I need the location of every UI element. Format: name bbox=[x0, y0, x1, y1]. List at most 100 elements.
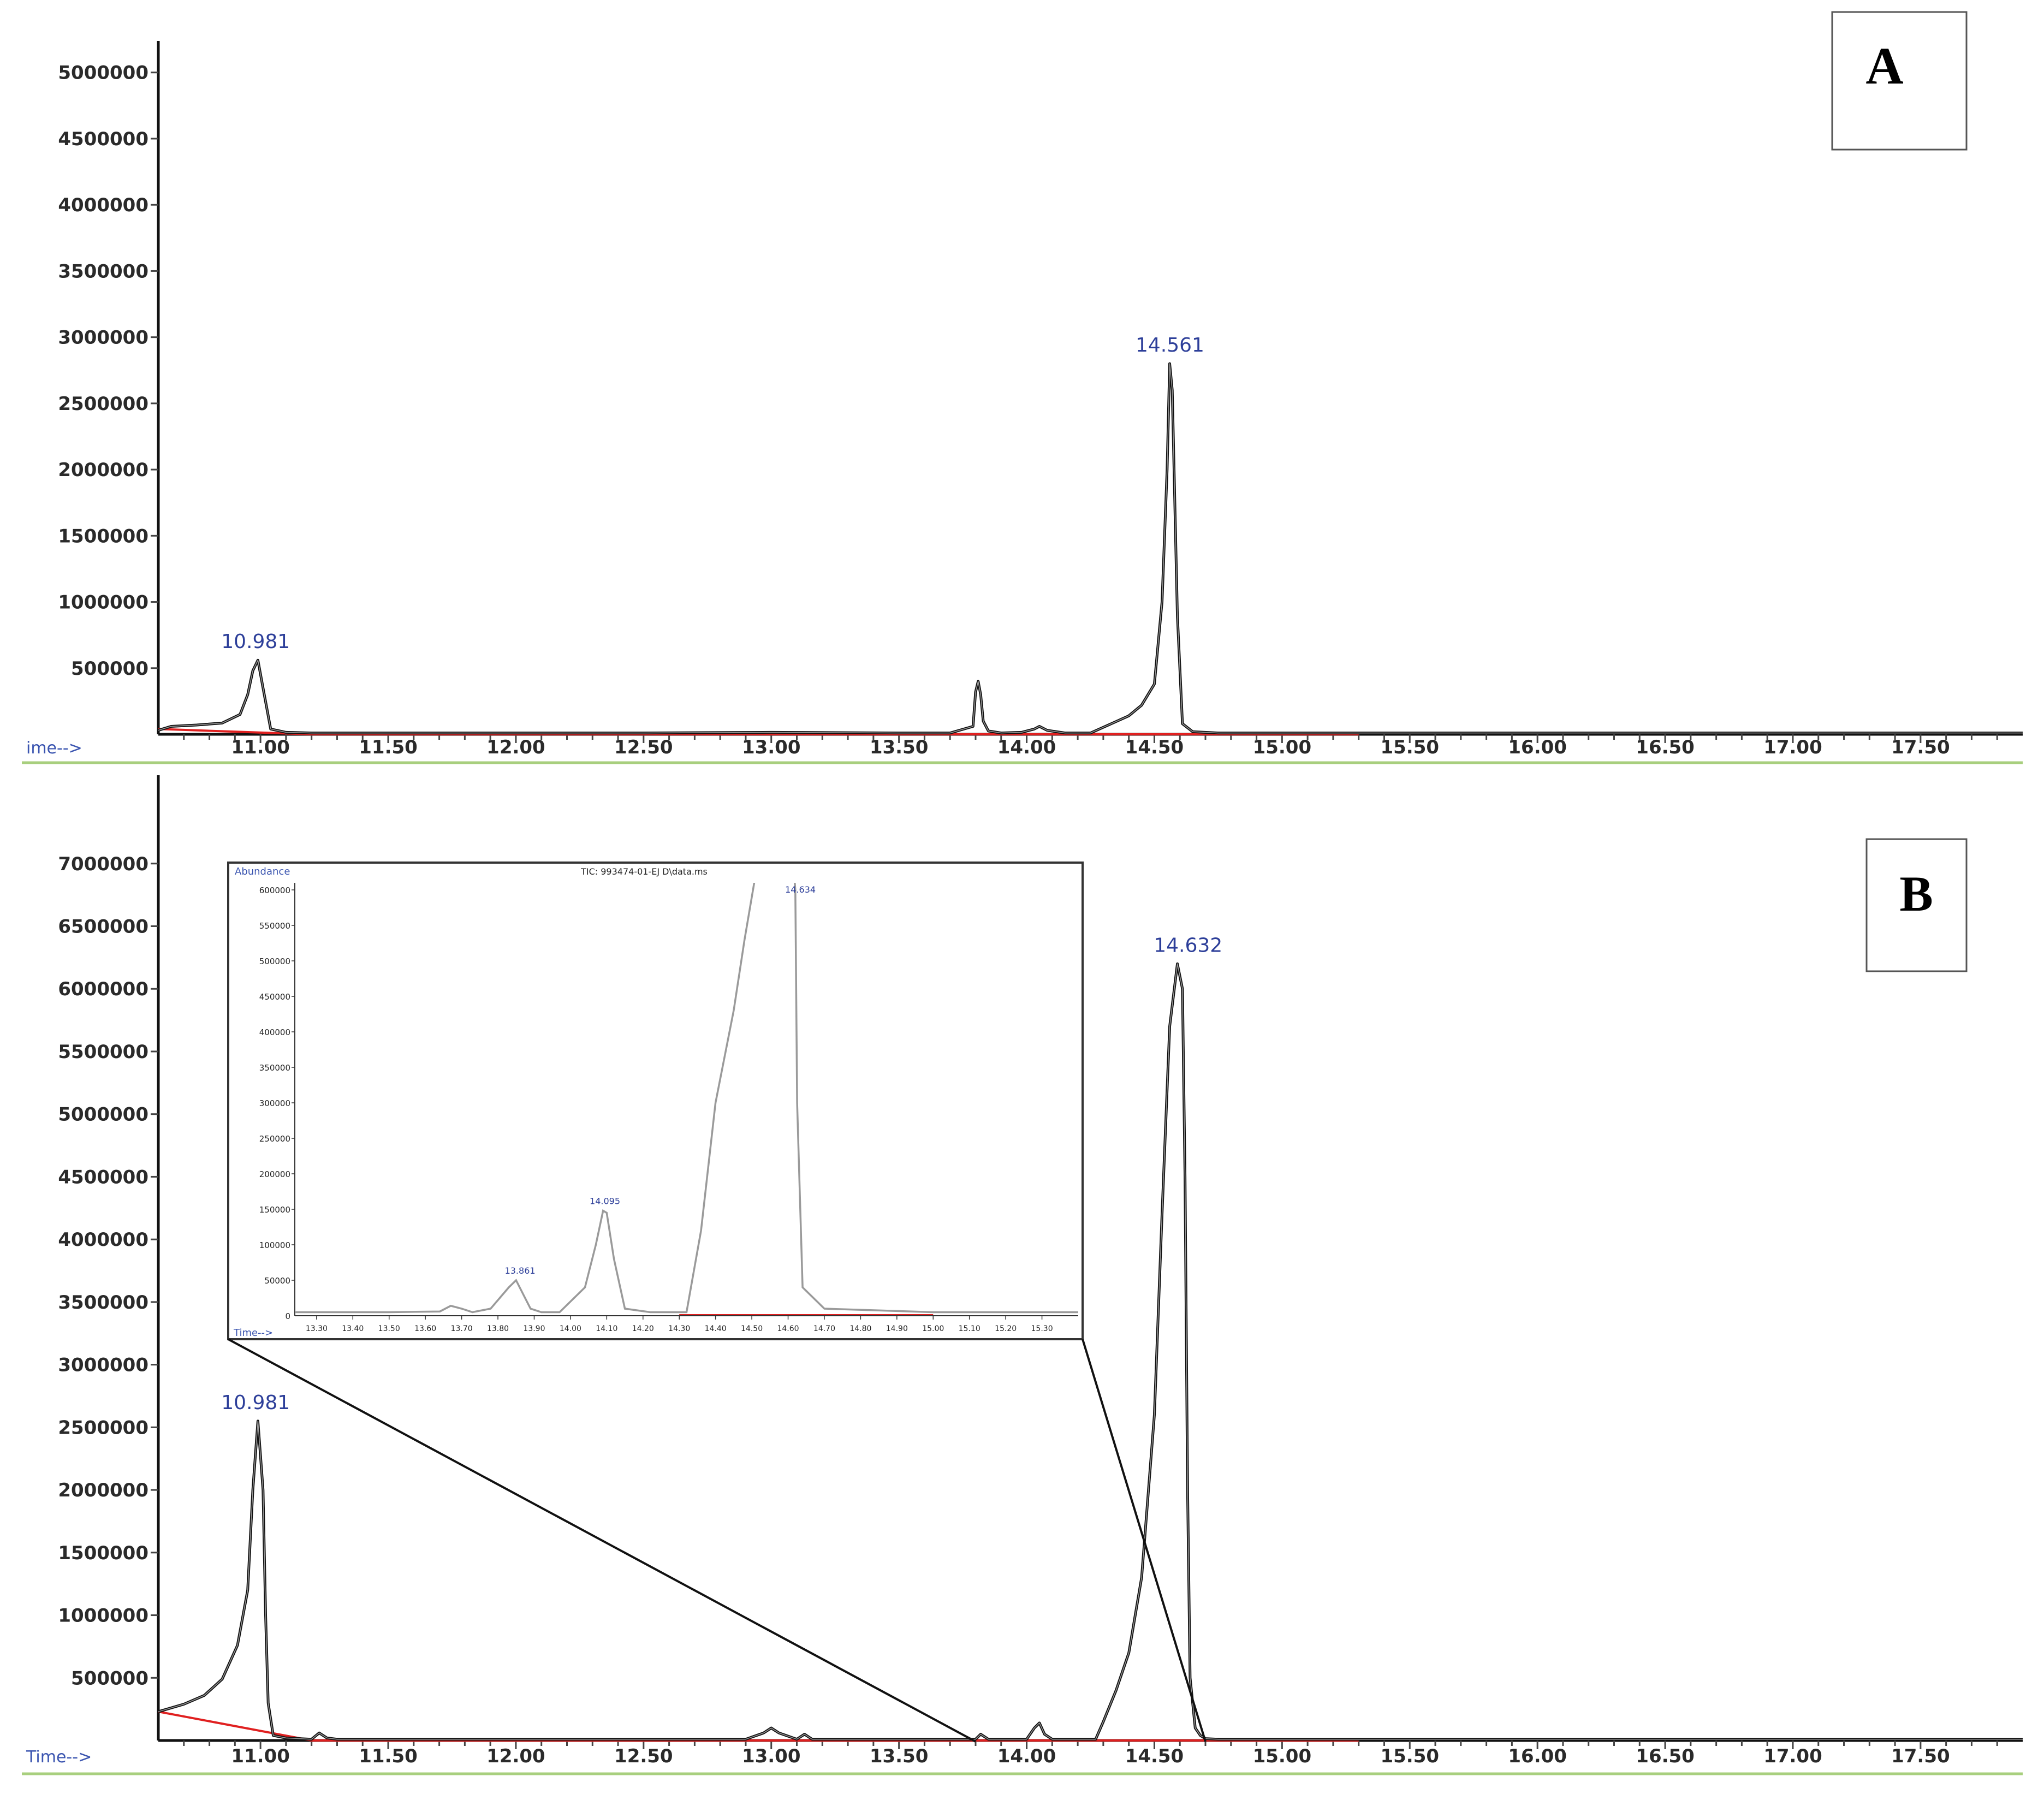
panel-a: 500000 1000000 1500000 2000000 2500000 300000… bbox=[22, 11, 2023, 764]
y-tick-label: 500000 bbox=[71, 1667, 148, 1689]
y-tick-label: 1500000 bbox=[58, 525, 148, 547]
x-tick-label: 11.00 bbox=[231, 736, 290, 758]
panel-b: 5000001000000150000020000002500000300000… bbox=[22, 775, 2023, 1775]
zoom-connector-lines bbox=[228, 1338, 1207, 1743]
inset-x-tick-label: 14.20 bbox=[632, 1324, 654, 1333]
y-tick-label: 5500000 bbox=[58, 1041, 148, 1063]
inset-x-axis-label: Time--> bbox=[233, 1327, 273, 1339]
inset-y-tick-label: 250000 bbox=[259, 1134, 290, 1144]
inset-x-tick-label: 13.30 bbox=[306, 1324, 328, 1333]
inset-y-tick-label: 300000 bbox=[259, 1098, 290, 1108]
chromatogram-trace-highlight bbox=[158, 963, 2023, 1740]
inset-y-tick-label: 550000 bbox=[259, 921, 290, 931]
x-tick-label: 14.50 bbox=[1125, 1745, 1184, 1767]
inset-x-tick-label: 15.30 bbox=[1031, 1324, 1053, 1333]
x-tick-label: 16.50 bbox=[1636, 736, 1695, 758]
x-tick-label: 12.50 bbox=[614, 1745, 673, 1767]
inset-x-tick-label: 14.60 bbox=[777, 1324, 799, 1333]
inset-x-tick-label: 15.20 bbox=[995, 1324, 1017, 1333]
inset-x-tick-label: 14.30 bbox=[668, 1324, 690, 1333]
inset-x-tick-label: 14.80 bbox=[849, 1324, 871, 1333]
y-tick-label: 5000000 bbox=[58, 62, 148, 84]
y-tick-label: 2500000 bbox=[58, 1417, 148, 1439]
inset-x-tick-label: 14.70 bbox=[813, 1324, 835, 1333]
peak-label: 14.632 bbox=[1154, 934, 1222, 957]
inset-x-tick-label: 15.00 bbox=[922, 1324, 944, 1333]
y-tick-label: 6500000 bbox=[58, 916, 148, 938]
inset-x-tick-label: 13.50 bbox=[378, 1324, 400, 1333]
zoom-line-right bbox=[1082, 1339, 1207, 1742]
inset-peak-label: 13.861 bbox=[505, 1266, 536, 1276]
y-tick-label: 2500000 bbox=[58, 393, 148, 415]
inset-y-zero-label: 0 bbox=[285, 1311, 290, 1321]
y-tick-label: 5000000 bbox=[58, 1104, 148, 1126]
x-tick-label: 17.50 bbox=[1891, 736, 1950, 758]
chromatogram-trace bbox=[158, 362, 2023, 735]
inset-title: TIC: 993474-01-EJ D\data.ms bbox=[580, 866, 708, 877]
inset-x-tick-label: 13.70 bbox=[451, 1324, 473, 1333]
x-tick-label: 16.50 bbox=[1636, 1745, 1695, 1767]
panel-label: A bbox=[1865, 37, 1903, 95]
x-tick-label: 14.50 bbox=[1125, 736, 1184, 758]
y-tick-label: 3500000 bbox=[58, 1292, 148, 1314]
inset-peak-label: 14.634 bbox=[785, 884, 816, 895]
x-tick-label: 11.50 bbox=[359, 736, 418, 758]
x-tick-label: 16.00 bbox=[1508, 736, 1567, 758]
inset-frame bbox=[227, 862, 1084, 1340]
inset-x-tick-label: 14.00 bbox=[560, 1324, 581, 1333]
y-tick-label: 3500000 bbox=[58, 260, 148, 282]
inset-x-tick-label: 15.10 bbox=[959, 1324, 981, 1333]
x-tick-label: 13.00 bbox=[742, 1745, 801, 1767]
inset-y-axis-label: Abundance bbox=[235, 866, 290, 877]
y-tick-label: 1500000 bbox=[58, 1542, 148, 1564]
x-tick-label: 12.00 bbox=[486, 1745, 545, 1767]
x-tick-label: 17.00 bbox=[1763, 1745, 1822, 1767]
inset-y-tick-label: 600000 bbox=[259, 886, 290, 895]
y-tick-label: 4000000 bbox=[58, 194, 148, 216]
y-tick-label: 3000000 bbox=[58, 1354, 148, 1376]
peak-label: 14.561 bbox=[1136, 334, 1204, 357]
x-tick-label: 15.00 bbox=[1253, 736, 1312, 758]
inset-y-tick-label: 450000 bbox=[259, 992, 290, 1002]
inset-x-tick-label: 13.80 bbox=[487, 1324, 509, 1333]
x-tick-label: 15.00 bbox=[1253, 1745, 1312, 1767]
y-tick-label: 1000000 bbox=[58, 1605, 148, 1627]
inset-x-tick-label: 13.60 bbox=[414, 1324, 436, 1333]
panel-label: B bbox=[1899, 866, 1933, 922]
x-tick-label: 13.00 bbox=[742, 736, 801, 758]
x-tick-label: 11.50 bbox=[359, 1745, 418, 1767]
y-tick-label: 2000000 bbox=[58, 459, 148, 481]
x-axis-label: ime--> bbox=[26, 739, 82, 758]
inset-y-tick-label: 50000 bbox=[264, 1276, 290, 1286]
inset-trace bbox=[295, 883, 1078, 1314]
inset-y-tick-label: 100000 bbox=[259, 1240, 290, 1250]
inset-x-tick-label: 14.40 bbox=[705, 1324, 727, 1333]
x-tick-label: 11.00 bbox=[231, 1745, 290, 1767]
inset-x-tick-label: 13.90 bbox=[523, 1324, 545, 1333]
y-tick-label: 4000000 bbox=[58, 1229, 148, 1251]
x-tick-label: 17.00 bbox=[1763, 736, 1822, 758]
inset-x-tick-label: 13.40 bbox=[342, 1324, 364, 1333]
y-tick-label: 3000000 bbox=[58, 327, 148, 349]
panel-label-box bbox=[1865, 838, 1968, 972]
y-tick-label: 7000000 bbox=[58, 853, 148, 875]
inset-x-tick-label: 14.50 bbox=[741, 1324, 763, 1333]
x-tick-label: 17.50 bbox=[1891, 1745, 1950, 1767]
inset-y-tick-label: 350000 bbox=[259, 1063, 290, 1073]
y-tick-label: 2000000 bbox=[58, 1480, 148, 1501]
inset-y-tick-label: 150000 bbox=[259, 1205, 290, 1215]
inset-y-tick-label: 200000 bbox=[259, 1169, 290, 1179]
inset-x-tick-label: 14.90 bbox=[886, 1324, 908, 1333]
inset-x-tick-label: 14.10 bbox=[596, 1324, 617, 1333]
x-tick-label: 16.00 bbox=[1508, 1745, 1567, 1767]
inset-chart: Abundance TIC: 993474-01-EJ D\data.ms Time… bbox=[227, 862, 1084, 1340]
inset-y-tick-label: 500000 bbox=[259, 957, 290, 966]
x-tick-label: 12.00 bbox=[486, 736, 545, 758]
x-tick-label: 14.00 bbox=[997, 736, 1056, 758]
chromatogram-trace-highlight bbox=[158, 363, 2023, 734]
x-tick-label: 13.50 bbox=[870, 1745, 929, 1767]
y-tick-label: 1000000 bbox=[58, 592, 148, 614]
inset-y-tick-label: 400000 bbox=[259, 1027, 290, 1037]
panel-label-box bbox=[1831, 11, 1968, 151]
